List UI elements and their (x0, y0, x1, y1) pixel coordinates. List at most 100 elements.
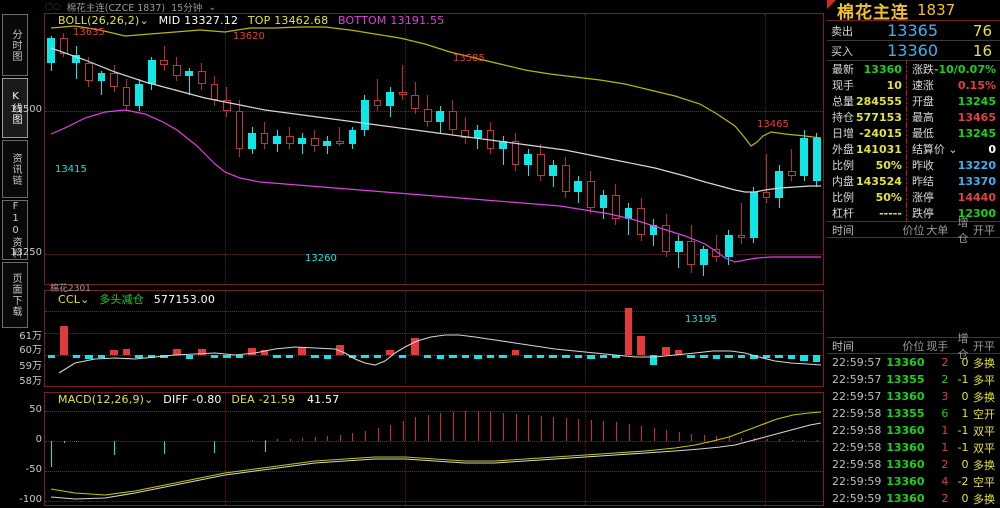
tick-row[interactable]: 22:59:59 13360 2 0 多换 (827, 490, 1000, 507)
boll-indicator-header[interactable]: BOLL(26,26,2)⌄ MID 13327.12 TOP 13462.68… (58, 14, 444, 27)
tick-oi: -1 (957, 424, 969, 437)
macd-bar (314, 437, 316, 441)
macd-bar (465, 411, 467, 441)
macd-label[interactable]: MACD(12,26,9) (58, 393, 145, 406)
candle (511, 14, 520, 284)
tick-direction: 多平 (973, 373, 996, 387)
sidebar-item-kline[interactable]: K线图 (2, 78, 28, 138)
tick-row[interactable]: 22:59:59 13360 4 -2 空平 (827, 473, 1000, 490)
tick-row[interactable]: 22:59:58 13360 2 0 多换 (827, 456, 1000, 473)
sidebar-item-f10[interactable]: F10资料 (2, 200, 28, 260)
chevron-down-icon[interactable]: ⌄ (144, 393, 154, 406)
candle-body (750, 192, 758, 239)
candle-body (423, 108, 432, 122)
tick-table-body[interactable]: 22:59:57 13360 2 0 多换 22:59:57 13355 2 -1 多平 22:59… (827, 354, 1000, 508)
quote-stat-row: 速涨 0.15% (907, 77, 1000, 93)
position-bar (110, 349, 118, 355)
macd-chart-pane[interactable] (44, 392, 824, 506)
quote-stat-label: 最高 (911, 111, 934, 124)
macd-bar (691, 434, 693, 441)
candle (712, 14, 721, 284)
candle (285, 14, 294, 284)
quote-stat-value: 284555 (856, 94, 902, 108)
quote-stat-row: 外盘 141031 (827, 141, 907, 157)
price-chart-pane[interactable]: 13635 13620 13585 13415 13260 13465 1319… (44, 13, 824, 325)
candle-body (524, 154, 532, 166)
quote-stat-label: 涨停 (911, 191, 934, 204)
quote-stat-label: 内盘 (832, 175, 854, 188)
candle-body (348, 130, 357, 144)
candle-body (285, 135, 294, 144)
candle-body (411, 95, 420, 109)
tick-row[interactable]: 22:59:57 13355 2 -1 多平 (827, 371, 1000, 388)
bid-row[interactable]: 买入 13360 16 (827, 41, 1000, 61)
quote-stat-row: 日增 -24015 (827, 125, 907, 141)
quote-stat-label: 最新 (832, 63, 854, 76)
tick-oi: 0 (961, 356, 969, 369)
chevron-down-icon[interactable]: ⌄ (80, 293, 90, 306)
quote-stat-row: 持仓 577153 (827, 109, 907, 125)
tick-volume: 4 (941, 475, 949, 488)
sidebar-item-label: 资讯链 (10, 152, 21, 186)
macd-bar (528, 415, 530, 441)
tick-row[interactable]: 22:59:57 13360 2 0 多换 (827, 354, 1000, 371)
tick-price: 13360 (886, 458, 925, 471)
position-bar (135, 355, 143, 358)
candle-wick (163, 46, 165, 71)
sidebar-item-news[interactable]: 资讯链 (2, 140, 28, 198)
macd-bar (402, 421, 404, 441)
ask-row[interactable]: 卖出 13365 76 (827, 21, 1000, 41)
triangle-marker-icon (827, 0, 836, 9)
candle (800, 14, 809, 284)
candle (310, 14, 319, 284)
position-bar (348, 355, 357, 358)
candle (436, 14, 445, 284)
tick-row[interactable]: 22:59:58 13355 6 1 空开 (827, 405, 1000, 422)
quote-stat-row: 开盘 13245 (907, 93, 1000, 109)
candle (197, 14, 206, 284)
candle-body (110, 73, 118, 87)
position-bar (398, 355, 407, 358)
candle-body (185, 70, 194, 77)
position-bar (674, 349, 683, 355)
tick-oi: 0 (961, 390, 969, 403)
quote-stats-grid: 最新 13360 现手 10 总量 284555 持仓 577153 日增 -24015 外盘 141… (827, 61, 1000, 221)
tick-row[interactable]: 22:59:57 13360 3 0 多换 (827, 388, 1000, 405)
chevron-down-icon[interactable]: ⌄ (208, 1, 217, 13)
tick-time: 22:59:59 (832, 492, 882, 505)
position-chart-pane[interactable] (44, 290, 824, 387)
position-bar (60, 325, 68, 355)
quote-stat-value: 13360 (863, 62, 902, 76)
quote-stat-row: 最高 13465 (907, 109, 1000, 125)
macd-axis-label-2: 0 (35, 434, 42, 445)
candle (561, 14, 570, 284)
price-tag-right-high: 13465 (757, 119, 789, 130)
position-bar (662, 346, 670, 355)
macd-bar (791, 440, 793, 441)
ccl-label[interactable]: CCL (58, 293, 81, 306)
bid-price: 13360 (887, 41, 938, 60)
macd-bar (515, 414, 517, 441)
candle-series (45, 14, 823, 284)
sidebar-item-timeshare[interactable]: 分时图 (2, 14, 28, 76)
sidebar-item-page-download[interactable]: 页面下载 (2, 262, 28, 328)
quote-stat-row: 涨停 14440 (907, 189, 1000, 205)
tick-row[interactable]: 22:59:58 13360 1 -1 双平 (827, 422, 1000, 439)
quote-stat-label: 持仓 (832, 111, 854, 124)
candle (361, 14, 369, 284)
boll-top-value: 13462.68 (274, 14, 329, 27)
chart-period-label[interactable]: 15分钟 (171, 3, 203, 14)
boll-bands-overlay (50, 25, 822, 263)
position-bar-series (45, 291, 823, 386)
ccl-indicator-header[interactable]: CCL⌄ 多头减仓 577153.00 (58, 291, 215, 307)
position-bar (47, 355, 56, 358)
boll-label[interactable]: BOLL(26,26,2) (58, 14, 140, 27)
tick-row[interactable]: 22:59:58 13360 1 -1 双平 (827, 439, 1000, 456)
macd-axis-label-3: -50 (25, 464, 42, 475)
bid-label: 买入 (831, 44, 853, 58)
macd-diff-key: DIFF (163, 393, 189, 406)
macd-bar (264, 441, 266, 452)
macd-indicator-header[interactable]: MACD(12,26,9)⌄ DIFF -0.80 DEA -21.59 41.… (58, 393, 339, 406)
position-bar (750, 355, 758, 359)
chevron-down-icon[interactable]: ⌄ (139, 14, 149, 27)
